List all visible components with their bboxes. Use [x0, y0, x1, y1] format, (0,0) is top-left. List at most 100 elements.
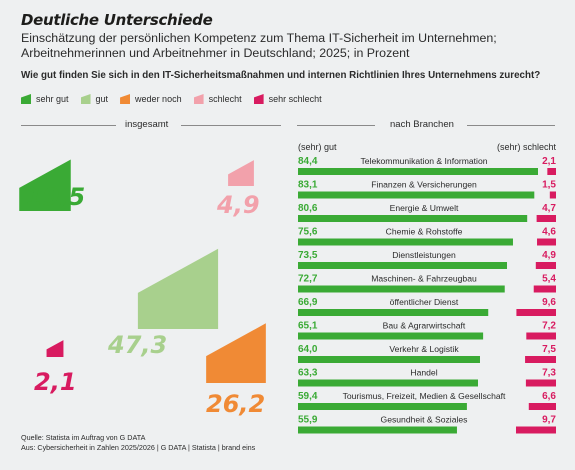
branch-bad-value: 7,2: [542, 321, 556, 332]
header-rule-left: [297, 125, 375, 126]
header-rule-right: [467, 125, 555, 126]
legend-swatch: [120, 94, 131, 104]
overall-wedge-schlecht: [228, 160, 254, 186]
branch-good-bar: [298, 168, 538, 175]
col-header-bad: (sehr) schlecht: [497, 142, 557, 152]
branch-bad-bar: [536, 215, 556, 222]
branch-bad-bar: [533, 285, 556, 293]
branch-good-value: 59,4: [298, 391, 318, 402]
branch-bad-value: 7,5: [542, 344, 556, 355]
branch-bad-value: 4,6: [542, 227, 556, 238]
branch-good-value: 72,7: [298, 274, 318, 285]
branch-good-value: 63,3: [298, 368, 318, 379]
branch-good-value: 83,1: [298, 180, 318, 191]
branch-good-bar: [298, 379, 478, 387]
branch-header-label: nach Branchen: [390, 119, 454, 130]
branch-good-value: 84,4: [298, 156, 318, 167]
legend-item-gut: gut: [80, 94, 109, 104]
legend-label: gut: [95, 94, 109, 104]
branch-bad-value: 4,9: [542, 250, 556, 261]
branch-category-label: Telekommunikation & Information: [360, 156, 487, 166]
branch-bad-bar: [516, 426, 556, 434]
branch-good-value: 65,1: [298, 321, 318, 332]
col-header-good: (sehr) gut: [298, 142, 337, 152]
branch-category-label: Chemie & Rohstoffe: [386, 227, 463, 237]
chart-title: Deutliche Unterschiede: [21, 11, 213, 29]
branch-good-bar: [298, 215, 528, 222]
branch-bad-value: 1,5: [542, 180, 556, 191]
branch-good-bar: [298, 309, 489, 316]
footer: Quelle: Statista im Auftrag von G DATA A…: [21, 433, 255, 452]
overall-value-label: 19,5: [26, 183, 85, 211]
branch-category-label: Bau & Agrarwirtschaft: [383, 321, 466, 331]
branch-bad-bar: [528, 403, 556, 410]
branch-good-value: 64,0: [298, 344, 318, 355]
branch-good-bar: [298, 403, 467, 410]
legend-swatch: [253, 94, 264, 104]
overall-wedge-gut: [137, 248, 219, 329]
branch-bad-bar: [535, 262, 556, 269]
branch-bad-bar: [549, 191, 556, 199]
branch-bad-value: 9,6: [542, 297, 556, 308]
legend-item-schlecht: schlecht: [193, 94, 242, 104]
legend-label: schlecht: [208, 94, 242, 104]
branch-bad-value: 2,1: [542, 156, 556, 167]
branch-section-header: nach Branchen: [297, 119, 555, 131]
legend-label: sehr gut: [36, 94, 69, 104]
branch-good-value: 73,5: [298, 250, 318, 261]
branch-category-label: Handel: [410, 368, 437, 378]
branch-category-label: Finanzen & Versicherungen: [371, 180, 477, 190]
chart-subtitle: Einschätzung der persönlichen Kompetenz …: [21, 31, 497, 60]
branch-good-value: 80,6: [298, 203, 318, 214]
branch-category-label: Tourismus, Freizeit, Medien & Gesellscha…: [343, 391, 506, 401]
legend-item-sehr-gut: sehr gut: [21, 94, 69, 104]
overall-value-label: 4,9: [216, 191, 260, 219]
branch-bad-bar: [537, 238, 556, 246]
branch-category-label: öffentlicher Dienst: [390, 297, 459, 307]
overall-header-label: insgesamt: [125, 119, 169, 130]
branch-good-value: 55,9: [298, 415, 318, 426]
branch-bad-bar: [525, 356, 556, 363]
header-rule-left: [21, 125, 116, 126]
branch-category-label: Maschinen- & Fahrzeugbau: [371, 274, 477, 284]
overall-wedge-sehr-gut: [19, 159, 71, 211]
branch-good-bar: [298, 262, 508, 269]
legend-swatch: [193, 94, 204, 104]
overall-wedge-weder-noch: [206, 323, 266, 383]
branch-good-value: 75,6: [298, 227, 318, 238]
branch-good-bar: [298, 238, 513, 246]
branch-category-label: Dienstleistungen: [392, 250, 456, 260]
branch-good-bar: [298, 191, 535, 199]
branch-bad-bar: [525, 379, 556, 387]
header-rule-right: [181, 125, 281, 126]
overall-value-label: 26,2: [206, 390, 265, 418]
branch-good-bar: [298, 356, 480, 363]
branch-category-label: Gesundheit & Soziales: [381, 415, 468, 425]
survey-question: Wie gut finden Sie sich in den IT-Sicher…: [21, 70, 541, 81]
branch-bad-value: 9,7: [542, 415, 556, 426]
branch-category-label: Energie & Umwelt: [390, 203, 459, 213]
overall-section-header: insgesamt: [21, 119, 281, 131]
branch-bad-value: 7,3: [542, 368, 556, 379]
legend-swatch: [21, 94, 31, 104]
branch-bad-bar: [547, 168, 556, 175]
legend: sehr gut gut weder noch schlecht sehr sc…: [21, 93, 334, 105]
legend-label: sehr schlecht: [268, 94, 322, 104]
branch-good-bar: [298, 285, 505, 293]
legend-item-sehr-schlecht: sehr schlecht: [253, 94, 322, 104]
publication-line: Aus: Cybersicherheit in Zahlen 2025/2026…: [21, 442, 256, 452]
source-line: Quelle: Statista im Auftrag von G DATA: [21, 433, 146, 442]
branch-good-bar: [298, 426, 457, 434]
overall-value-label: 2,1: [34, 368, 77, 396]
legend-item-weder-noch: weder noch: [120, 94, 182, 104]
branch-bad-value: 4,7: [542, 203, 556, 214]
overall-value-label: 47,3: [107, 331, 167, 359]
branch-bad-bar: [516, 309, 556, 316]
branch-bad-value: 5,4: [542, 274, 556, 285]
branch-good-value: 66,9: [298, 297, 318, 308]
branch-bad-bar: [526, 332, 556, 340]
legend-swatch: [80, 94, 91, 104]
branch-category-label: Verkehr & Logistik: [389, 344, 459, 354]
overall-wedge-sehr-schlecht: [46, 340, 64, 357]
